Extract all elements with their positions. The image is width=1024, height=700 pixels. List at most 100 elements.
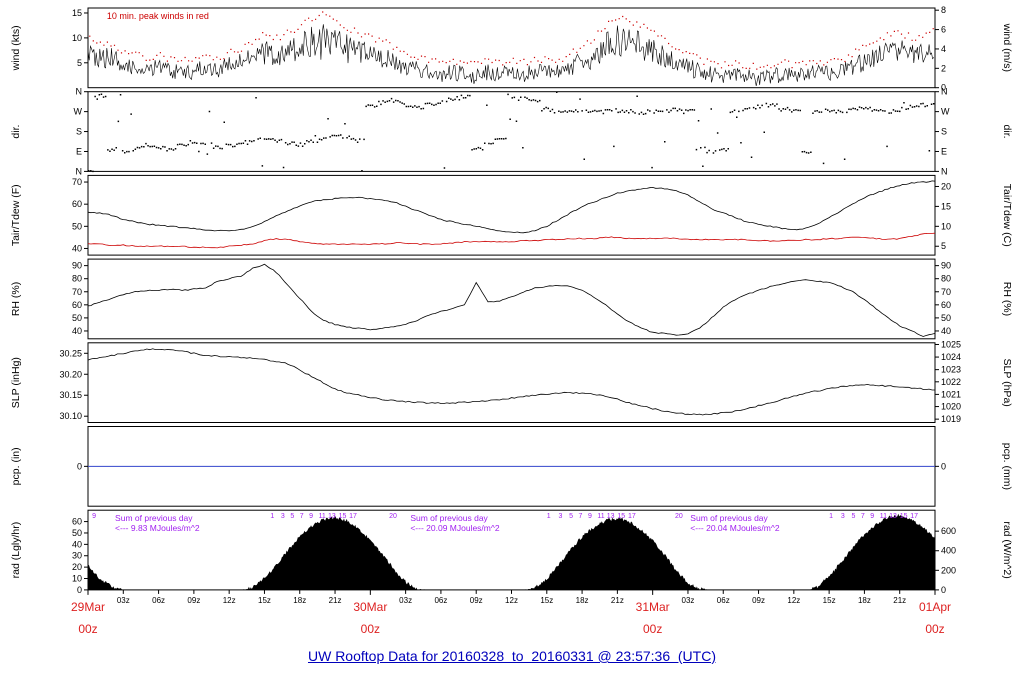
svg-text:N: N [76,87,83,97]
svg-text:30.20: 30.20 [59,369,82,379]
svg-text:60: 60 [72,199,82,209]
svg-text:70: 70 [941,287,951,297]
svg-text:pcp. (mm): pcp. (mm) [1001,443,1013,490]
svg-text:0: 0 [941,461,946,471]
svg-text:1: 1 [547,513,551,520]
svg-text:17: 17 [628,513,636,520]
svg-text:18z: 18z [576,596,589,605]
panel-rh: 40 50 60 70 80 90 40 50 60 70 80 90 RH (%) RH (%) [10,258,1013,340]
svg-text:10: 10 [72,33,82,43]
svg-text:7: 7 [579,513,583,520]
svg-text:<--- 20.09 MJoules/m^2: <--- 20.09 MJoules/m^2 [410,523,500,533]
svg-text:30Mar: 30Mar [353,600,387,614]
svg-text:Sum of previous day: Sum of previous day [690,513,768,523]
svg-text:5: 5 [77,58,82,68]
svg-text:7: 7 [861,513,865,520]
svg-text:S: S [941,127,947,137]
svg-text:15: 15 [617,513,625,520]
svg-text:03z: 03z [117,596,130,605]
svg-text:00z: 00z [361,622,380,636]
chart-title-text: UW Rooftop Data for 20160328 to 20160331… [307,648,716,664]
time-axis: 03z 06z 09z 12z 15z 18z 21z 03z 06z 09z 12z 15z 18z 2… [71,589,951,636]
svg-text:03z: 03z [682,596,695,605]
chart-title: UW Rooftop Data for 20160328 to 20160331… [0,648,1024,664]
svg-text:18z: 18z [858,596,871,605]
svg-text:30.25: 30.25 [59,348,82,358]
svg-text:N: N [941,166,948,176]
panel-temp: 40 50 60 70 5 10 15 20 Tair/Tdew (F) Tair/Tdew (C… [10,174,1013,256]
svg-text:E: E [76,146,82,156]
svg-text:3: 3 [559,513,563,520]
svg-text:50: 50 [72,313,82,323]
svg-text:13: 13 [889,513,897,520]
svg-text:40: 40 [72,326,82,336]
svg-text:wind (m/s): wind (m/s) [1001,23,1013,72]
svg-text:dir.: dir. [1001,125,1013,139]
svg-text:00z: 00z [643,622,662,636]
svg-text:21z: 21z [893,596,906,605]
svg-text:Sum of previous day: Sum of previous day [115,513,193,523]
svg-text:11: 11 [597,513,604,520]
svg-text:12z: 12z [505,596,518,605]
svg-text:1: 1 [270,513,274,520]
svg-text:21z: 21z [611,596,624,605]
svg-text:RH (%): RH (%) [1001,282,1013,316]
svg-text:21z: 21z [329,596,342,605]
svg-text:17: 17 [349,513,357,520]
svg-text:20: 20 [675,513,683,520]
svg-text:15z: 15z [258,596,271,605]
svg-text:60: 60 [941,300,951,310]
svg-text:rad (W/m^2): rad (W/m^2) [1001,521,1013,578]
svg-text:0: 0 [941,585,946,595]
svg-text:12z: 12z [787,596,800,605]
svg-text:1019: 1019 [941,414,961,424]
svg-text:15: 15 [900,513,908,520]
svg-text:06z: 06z [717,596,730,605]
svg-text:400: 400 [941,546,956,556]
svg-text:01Apr: 01Apr [919,600,951,614]
svg-text:SLP (inHg): SLP (inHg) [10,357,22,408]
svg-text:W: W [74,107,83,117]
svg-text:wind (kts): wind (kts) [10,25,22,71]
svg-text:90: 90 [72,261,82,271]
svg-text:Tair/Tdew (F): Tair/Tdew (F) [10,184,22,246]
svg-text:03z: 03z [399,596,412,605]
svg-text:29Mar: 29Mar [71,600,105,614]
svg-text:09z: 09z [752,596,765,605]
panel-pcp: 0 0 pcp. (in) pcp. (mm) [10,426,1013,507]
svg-text:90: 90 [941,261,951,271]
svg-text:0: 0 [941,83,946,93]
svg-text:5: 5 [290,513,294,520]
svg-text:8: 8 [941,5,946,15]
svg-text:5: 5 [569,513,573,520]
svg-text:50: 50 [72,221,82,231]
svg-text:15z: 15z [823,596,836,605]
svg-text:1024: 1024 [941,352,961,362]
svg-text:11: 11 [319,513,326,520]
svg-text:11: 11 [880,513,887,520]
svg-text:1023: 1023 [941,365,961,375]
svg-text:00z: 00z [78,622,97,636]
svg-text:pcp. (in): pcp. (in) [10,447,22,485]
svg-text:1020: 1020 [941,402,961,412]
svg-text:30.15: 30.15 [59,390,82,400]
svg-text:00z: 00z [925,622,944,636]
svg-text:50: 50 [941,313,951,323]
svg-text:600: 600 [941,526,956,536]
svg-text:60: 60 [72,300,82,310]
svg-text:30: 30 [72,551,82,561]
svg-text:1: 1 [829,513,833,520]
svg-text:Sum of previous day: Sum of previous day [410,513,488,523]
svg-text:10 min. peak winds in red: 10 min. peak winds in red [107,11,209,21]
svg-text:30.10: 30.10 [59,411,82,421]
svg-text:40: 40 [72,243,82,253]
svg-text:18z: 18z [293,596,306,605]
svg-text:06z: 06z [152,596,165,605]
svg-text:20: 20 [389,513,397,520]
svg-text:15: 15 [72,8,82,18]
svg-text:70: 70 [72,177,82,187]
svg-text:09z: 09z [187,596,200,605]
svg-text:9: 9 [870,513,874,520]
